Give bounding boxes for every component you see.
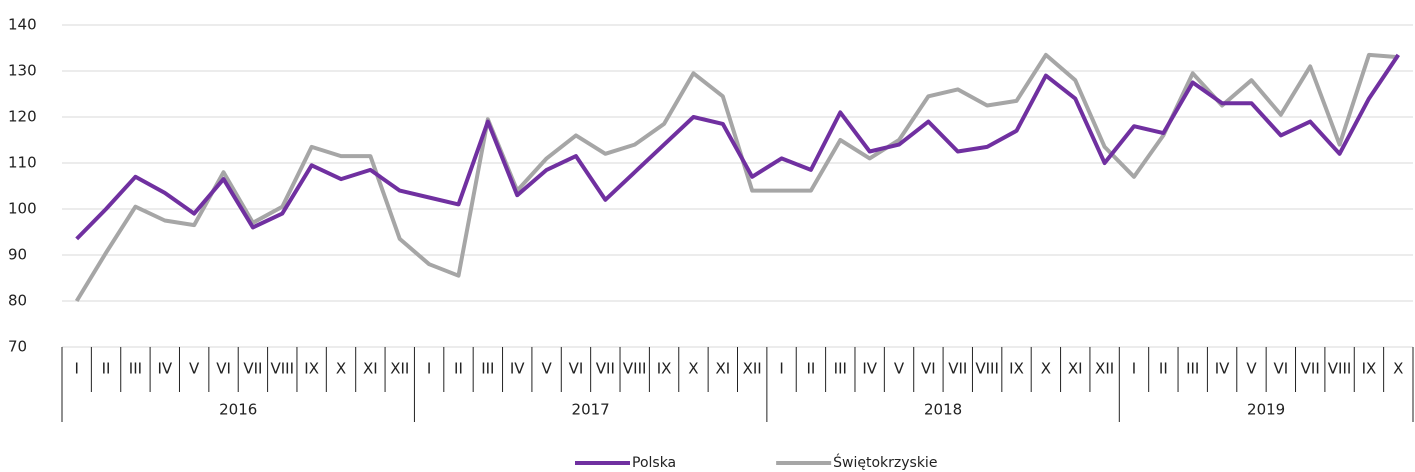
x-tick-label: II — [806, 360, 815, 378]
x-tick-label: IX — [1009, 360, 1024, 378]
x-tick-label: IV — [862, 360, 877, 378]
x-tick-label: XI — [1068, 360, 1083, 378]
year-label: 2018 — [924, 401, 962, 419]
year-label: 2016 — [219, 401, 257, 419]
x-tick-label: VII — [1301, 360, 1320, 378]
x-tick-label: IV — [1215, 360, 1230, 378]
x-tick-label: X — [336, 360, 346, 378]
x-tick-label: XI — [715, 360, 730, 378]
x-tick-label: X — [1393, 360, 1403, 378]
year-label: 2017 — [572, 401, 610, 419]
x-tick-label: V — [894, 360, 905, 378]
x-tick-label: VIII — [975, 360, 999, 378]
y-tick-label: 80 — [8, 292, 27, 310]
line-series — [75, 53, 1400, 241]
x-tick-label: VIII — [270, 360, 294, 378]
x-tick-label: I — [427, 360, 431, 378]
x-tick-label: VI — [921, 360, 936, 378]
y-tick-label: 70 — [8, 338, 27, 356]
x-tick-label: VII — [243, 360, 262, 378]
line-series — [74, 52, 1399, 303]
legend-label: Polska — [632, 455, 676, 471]
y-tick-label: 140 — [8, 16, 37, 34]
x-tick-label: X — [688, 360, 698, 378]
x-tick-label: IV — [157, 360, 172, 378]
y-tick-label: 130 — [8, 62, 37, 80]
x-tick-label: II — [102, 360, 111, 378]
x-tick-label: IX — [657, 360, 672, 378]
x-tick-label: IX — [1362, 360, 1377, 378]
x-tick-label: XII — [390, 360, 409, 378]
x-tick-label: VI — [569, 360, 584, 378]
x-tick-label: VIII — [1328, 360, 1352, 378]
x-tick-label: XII — [743, 360, 762, 378]
x-tick-label: VIII — [623, 360, 647, 378]
x-tick-label: XI — [363, 360, 378, 378]
x-tick-label: V — [541, 360, 552, 378]
x-tick-label: IV — [510, 360, 525, 378]
x-tick-label: I — [779, 360, 783, 378]
y-tick-label: 90 — [8, 246, 27, 264]
x-tick-label: V — [189, 360, 200, 378]
x-tick-label: X — [1041, 360, 1051, 378]
x-tick-label: II — [454, 360, 463, 378]
legend-label: Świętokrzyskie — [833, 453, 937, 471]
x-tick-label: III — [1186, 360, 1199, 378]
y-tick-label: 110 — [8, 154, 37, 172]
x-tick-label: I — [1132, 360, 1136, 378]
x-tick-label: III — [481, 360, 494, 378]
x-tick-label: XII — [1095, 360, 1114, 378]
x-tick-label: VII — [948, 360, 967, 378]
x-tick-label: VI — [216, 360, 231, 378]
x-tick-label: I — [74, 360, 78, 378]
x-tick-label: II — [1159, 360, 1168, 378]
y-tick-label: 100 — [8, 200, 37, 218]
x-tick-label: III — [834, 360, 847, 378]
x-tick-label: V — [1246, 360, 1257, 378]
x-tick-label: IX — [304, 360, 319, 378]
x-tick-label: VI — [1273, 360, 1288, 378]
year-label: 2019 — [1247, 401, 1285, 419]
x-tick-label: III — [129, 360, 142, 378]
x-tick-label: VII — [596, 360, 615, 378]
y-tick-label: 120 — [8, 108, 37, 126]
